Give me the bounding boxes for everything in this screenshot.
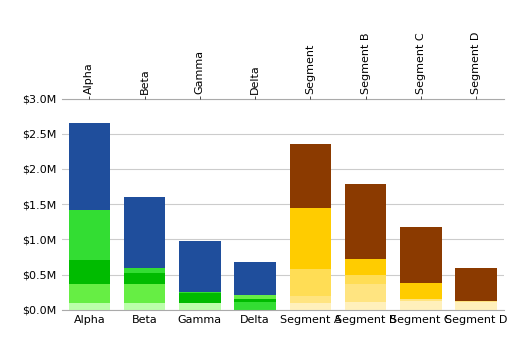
Bar	[234, 295, 276, 310]
Bar	[124, 197, 166, 310]
Bar	[234, 262, 276, 310]
Bar	[124, 273, 166, 310]
Bar	[68, 284, 110, 310]
Bar	[400, 227, 442, 310]
Bar	[345, 302, 387, 310]
Bar	[179, 303, 221, 310]
Bar	[400, 283, 442, 310]
Bar	[234, 302, 276, 310]
Bar	[455, 302, 497, 310]
Bar	[455, 268, 497, 310]
Bar	[68, 210, 110, 310]
Bar	[400, 299, 442, 310]
Bar	[179, 241, 221, 310]
Bar	[289, 269, 331, 310]
Bar	[289, 208, 331, 310]
Bar	[68, 260, 110, 310]
Bar	[179, 292, 221, 310]
Bar	[345, 259, 387, 310]
Bar	[124, 268, 166, 310]
Bar	[345, 284, 387, 310]
Bar	[345, 275, 387, 310]
Bar	[68, 303, 110, 310]
Bar	[179, 303, 221, 310]
Bar	[455, 301, 497, 310]
Bar	[345, 184, 387, 310]
Bar	[289, 144, 331, 310]
Bar	[234, 299, 276, 310]
Bar	[124, 303, 166, 310]
Bar	[124, 284, 166, 310]
Bar	[400, 301, 442, 310]
Bar	[68, 123, 110, 310]
Bar	[179, 293, 221, 310]
Bar	[289, 296, 331, 310]
Bar	[289, 303, 331, 310]
